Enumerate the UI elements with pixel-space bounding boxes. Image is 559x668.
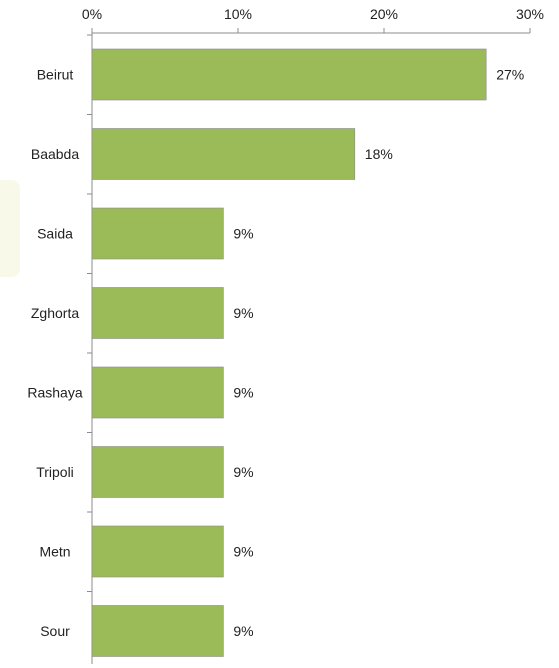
category-label: Metn [39,544,70,560]
x-tick-label: 20% [370,6,398,22]
data-label: 9% [233,385,253,401]
category-label: Zghorta [31,305,79,321]
data-labels: 27% 18% 9% 9% 9% 9% 9% 9% [233,67,524,640]
data-label: 9% [233,305,253,321]
background-decor-panel [0,180,20,277]
bar [91,128,356,180]
category-axis: Beirut Baabda Saida Zghorta Rashaya Tripoli Me… [27,33,93,664]
bar [91,525,224,578]
data-label: 9% [233,623,253,639]
data-label: 27% [496,67,524,83]
x-tick-label: 30% [516,6,544,22]
bar [91,287,224,339]
data-label: 9% [233,464,253,480]
category-label: Beirut [37,67,74,83]
bar [91,207,224,260]
category-label: Baabda [31,146,79,162]
data-label: 9% [233,226,253,242]
bar [91,366,224,419]
category-label: Saida [37,226,73,242]
category-label: Rashaya [27,385,82,401]
bar [91,446,224,498]
bar [91,48,487,101]
bar [91,605,224,657]
x-tick-label: 10% [224,6,252,22]
category-label: Tripoli [36,464,74,480]
bar-series [91,48,487,657]
x-tick-label: 0% [82,6,102,22]
x-axis: 0% 10% 20% 30% [82,6,544,34]
data-label: 9% [233,544,253,560]
category-label: Sour [40,623,70,639]
data-label: 18% [365,146,393,162]
